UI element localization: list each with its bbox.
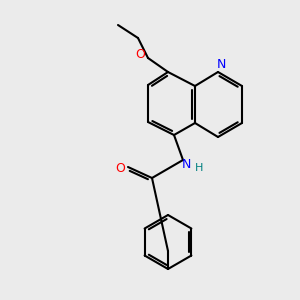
Text: N: N xyxy=(181,158,191,172)
Text: N: N xyxy=(216,58,226,70)
Text: H: H xyxy=(195,163,203,173)
Text: O: O xyxy=(115,163,125,176)
Text: O: O xyxy=(135,49,145,62)
